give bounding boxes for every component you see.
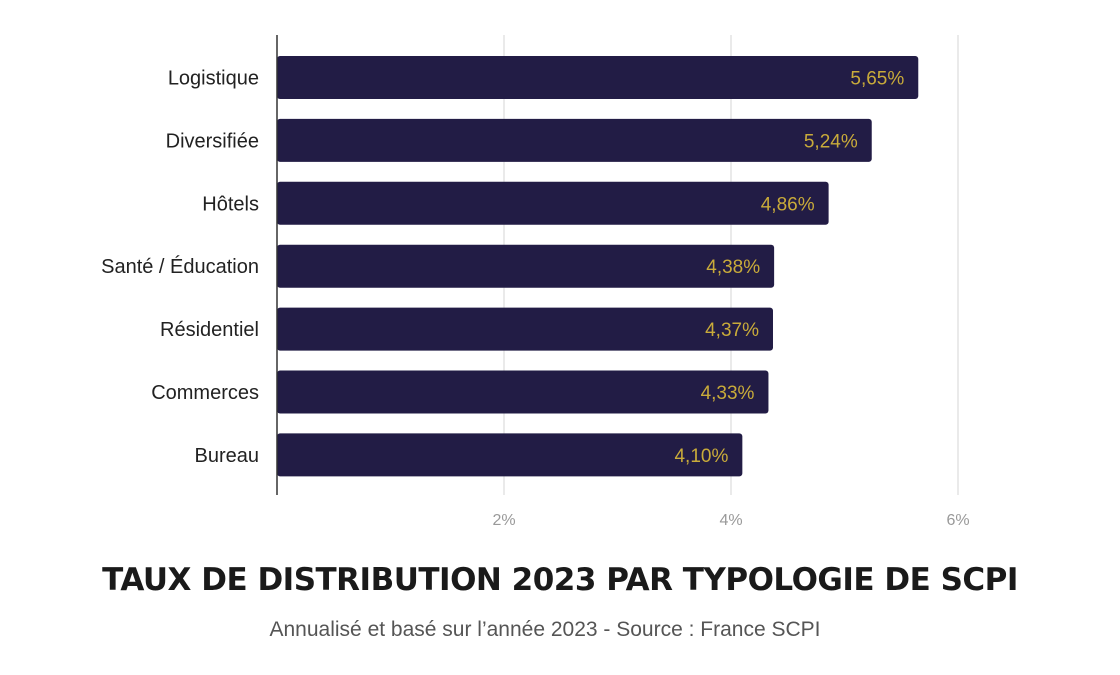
x-tick-label: 2% [492, 512, 515, 529]
data-label: 4,33% [701, 383, 755, 404]
data-label: 4,10% [674, 446, 728, 467]
chart-subtitle: Annualisé et basé sur l’année 2023 - Sou… [269, 618, 821, 641]
data-label: 4,38% [706, 257, 760, 278]
category-label: Bureau [195, 445, 260, 467]
data-label: 5,24% [804, 131, 858, 152]
category-label: Résidentiel [160, 319, 259, 341]
bar-bureau [277, 433, 743, 477]
data-label: 4,86% [761, 194, 815, 215]
category-label: Logistique [168, 68, 259, 90]
x-tick-label: 4% [719, 512, 742, 529]
data-label: 4,37% [705, 320, 759, 341]
category-label: Commerces [151, 382, 259, 404]
bar-h-tels [277, 181, 829, 225]
x-tick-label: 6% [946, 512, 969, 529]
bar-sant-ducation [277, 244, 775, 288]
bar-logistique [277, 56, 919, 99]
bar-diversifi-e [277, 118, 872, 162]
category-label: Santé / Éducation [101, 255, 259, 278]
bar-commerces [277, 370, 769, 414]
bar-r-sidentiel [277, 307, 773, 351]
data-label: 5,65% [850, 69, 904, 90]
bar-chart: 2% 4% 6% Logistique 5,65% Diversifiée 5,24% Hôt… [101, 35, 970, 529]
category-label: Hôtels [202, 193, 259, 215]
category-label: Diversifiée [166, 130, 259, 152]
chart-title: TAUX DE DISTRIBUTION 2023 PAR TYPOLOGIE … [102, 562, 1018, 598]
